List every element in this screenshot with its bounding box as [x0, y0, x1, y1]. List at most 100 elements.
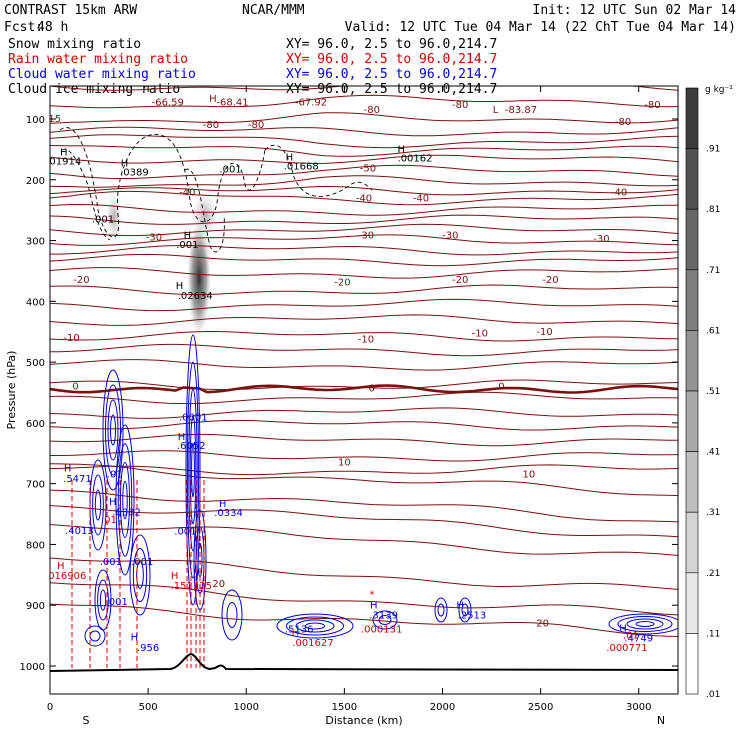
colorbar: .91 .81 .71 .61 .51 .41 .31 .21 .11 .01	[685, 87, 720, 700]
temperature-label: -66.59	[152, 98, 184, 109]
temperature-label: -80	[615, 117, 631, 128]
ice-label: .01914	[46, 157, 81, 168]
isotherm	[50, 407, 678, 419]
header-valid: Valid: 12 UTC Tue 04 Mar 14 (22 ChT Tue …	[345, 20, 736, 35]
rain-label: .016906	[45, 571, 86, 582]
y-tick-label: 400	[26, 297, 45, 308]
ice-shading-upper	[192, 193, 218, 237]
colorbar-tick-label: .11	[706, 629, 720, 639]
end-label-left: S	[83, 714, 90, 727]
temperature-label: -30	[358, 231, 374, 242]
temperature-label: 5.15	[39, 114, 61, 125]
y-tick-label: 200	[26, 176, 45, 187]
temperature-label: -80	[364, 105, 380, 116]
cloud-cell-low	[626, 618, 664, 630]
isotherm	[50, 505, 678, 538]
y-tick-label: 700	[26, 480, 45, 491]
cloud-cell	[458, 597, 472, 623]
temperature-label: 0	[498, 381, 504, 392]
x-tick-label: 3000	[626, 702, 651, 713]
ice-label: .001	[176, 240, 198, 251]
colorbar-segment	[685, 87, 699, 149]
rain-label: .01	[101, 515, 117, 526]
cloud-water-label: .001	[174, 527, 196, 538]
y-tick-label: 100	[26, 115, 45, 126]
field-ice-xy: XY= 96.0, 2.5 to 96.0,214.7	[286, 82, 497, 97]
cloud-cell	[136, 561, 144, 589]
temperature-label: -83.87	[505, 105, 537, 116]
ice-label: H	[121, 158, 129, 169]
rain-label: .001627	[292, 638, 333, 649]
x-axis-label: Distance (km)	[325, 714, 402, 727]
cloud-cell	[129, 534, 151, 616]
temperature-label: 20	[536, 618, 549, 629]
colorbar-segment	[685, 633, 699, 695]
cloud-water-label: H	[456, 600, 464, 611]
temperature-label: -10	[536, 327, 552, 338]
temperature-label: -40	[413, 194, 429, 205]
temperature-label: -50	[360, 163, 376, 174]
isotherm	[50, 134, 678, 149]
ice-label: .0389	[120, 168, 149, 179]
header-fcst-value: 48 h	[37, 20, 68, 35]
temperature-label: 10	[522, 470, 535, 481]
x-tick-label: 1500	[332, 702, 357, 713]
cloud-cell-low	[295, 619, 335, 633]
isotherm	[50, 94, 678, 109]
colorbar-tick-label: .21	[706, 569, 720, 579]
cloud-cell	[99, 589, 107, 611]
ice-label: .001	[219, 164, 241, 175]
isotherm	[50, 126, 678, 137]
isotherm	[50, 253, 678, 267]
isotherm	[50, 190, 678, 206]
isotherm	[50, 145, 678, 157]
isotherm	[50, 463, 678, 497]
cloud-water-label: H	[219, 499, 227, 510]
cloud-cell	[102, 369, 124, 491]
cloud-water-label: .4749	[624, 634, 653, 645]
x-tick-label: 2000	[430, 702, 455, 713]
isotherm	[50, 203, 678, 216]
isotherm	[50, 359, 678, 371]
isotherm	[50, 419, 678, 431]
temperature-label: -80	[248, 120, 264, 131]
ice-label: H	[60, 147, 68, 158]
cloud-cell-updraft	[186, 361, 200, 579]
cloud-cell	[84, 625, 106, 647]
isotherm	[50, 223, 678, 237]
temperature-label: -30	[593, 234, 609, 245]
cloud-water-label: .3139	[369, 611, 398, 622]
field-rain-xy: XY= 96.0, 2.5 to 96.0,214.7	[286, 52, 497, 67]
field-snow-xy: XY= 96.0, 2.5 to 96.0,214.7	[286, 37, 497, 52]
cloud-cell	[117, 443, 133, 557]
isotherm	[50, 284, 678, 296]
header-model: CONTRAST 15km ARW	[4, 3, 137, 18]
terrain-line	[50, 652, 678, 672]
isotherm	[50, 154, 678, 165]
cloud-cell	[132, 547, 148, 603]
isotherm	[50, 603, 678, 637]
y-tick-label: 500	[26, 358, 45, 369]
freezing-level-line	[50, 384, 678, 394]
field-rain-name: Rain water mixing ratio	[8, 52, 188, 67]
cloud-cell	[226, 602, 238, 628]
cloud-cell-updraft	[189, 415, 197, 525]
ice-contour	[59, 127, 266, 238]
temperature-label: L	[493, 105, 499, 116]
x-tick-label: 500	[139, 702, 158, 713]
isotherm	[50, 489, 678, 523]
cloud-cell	[105, 384, 121, 476]
y-tick-label: 800	[26, 540, 45, 551]
x-tick-label: 0	[47, 702, 53, 713]
cloud-water-label: H	[370, 600, 378, 611]
cloud-cell-low	[635, 621, 655, 627]
isotherm	[50, 557, 678, 590]
field-cloudwater-xy: XY= 96.0, 2.5 to 96.0,214.7	[286, 67, 497, 82]
header-org: NCAR/MMM	[242, 3, 305, 18]
rain-label: H	[171, 571, 179, 582]
colorbar-segment	[685, 451, 699, 513]
colorbar-tick-label: .01	[706, 690, 720, 700]
colorbar-tick-label: .91	[706, 145, 720, 155]
ice-label: .01668	[284, 161, 319, 172]
cloud-water-label: .001	[106, 597, 128, 608]
